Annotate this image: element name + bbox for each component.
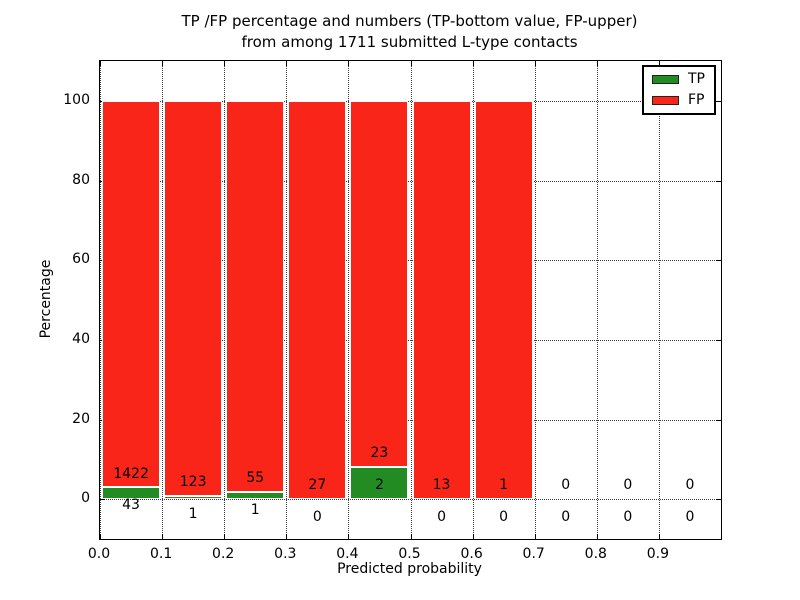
x-tick-bottom xyxy=(534,534,536,539)
tp-count-label: 0 xyxy=(561,509,571,526)
x-tick-top xyxy=(224,61,226,66)
tp-count-label: 0 xyxy=(685,509,695,526)
fp-count-label: 13 xyxy=(432,477,451,494)
x-tick-top xyxy=(534,61,536,66)
tp-bar xyxy=(164,495,223,500)
x-tick-top xyxy=(596,61,598,66)
fp-count-label: 0 xyxy=(561,477,571,494)
fp-count-label: 1422 xyxy=(113,465,149,482)
x-tick-label: 0.5 xyxy=(398,546,421,562)
fp-count-label: 23 xyxy=(370,445,389,462)
x-tick-bottom xyxy=(348,534,350,539)
x-tick-bottom xyxy=(596,534,598,539)
y-tick-right xyxy=(716,260,721,262)
fp-bar xyxy=(350,100,409,468)
x-tick-top xyxy=(410,61,412,66)
tp-bar xyxy=(102,487,161,500)
chart-title-line2: from among 1711 submitted L-type contact… xyxy=(241,33,578,51)
legend-row-fp: FP xyxy=(652,93,705,107)
x-tick-top xyxy=(100,61,101,66)
fp-count-label: 123 xyxy=(179,474,207,490)
tp-bar xyxy=(350,467,409,500)
legend-label-fp: FP xyxy=(688,92,705,108)
v-gridline xyxy=(472,61,474,539)
x-tick-bottom xyxy=(286,534,288,539)
y-tick-right xyxy=(716,419,721,421)
y-tick-right xyxy=(716,180,721,182)
tp-count-label: 0 xyxy=(437,509,447,526)
x-tick-label: 0.6 xyxy=(460,546,483,562)
x-tick-top xyxy=(162,61,164,66)
legend: TP FP xyxy=(642,65,716,115)
fp-bar xyxy=(226,100,285,493)
y-tick-label: 100 xyxy=(63,91,90,108)
tp-count-label: 1 xyxy=(250,501,260,518)
fp-swatch xyxy=(652,95,679,105)
x-tick-top xyxy=(658,61,660,66)
tp-count-label: 0 xyxy=(312,509,322,526)
v-gridline xyxy=(534,61,536,539)
fp-bar xyxy=(102,100,161,488)
tp-count-label: 2 xyxy=(374,477,384,494)
x-tick-label: 0.8 xyxy=(584,546,607,562)
fp-count-label: 0 xyxy=(623,477,633,494)
y-tick-label: 80 xyxy=(72,171,90,188)
tp-swatch xyxy=(652,74,679,84)
x-tick-top xyxy=(286,61,288,66)
x-tick-label: 0.0 xyxy=(87,546,111,562)
x-tick-label: 0.7 xyxy=(522,546,545,562)
tp-count-label: 1 xyxy=(188,505,198,522)
v-gridline xyxy=(348,61,350,539)
y-tick-right xyxy=(716,499,721,501)
chart-title: TP /FP percentage and numbers (TP-bottom… xyxy=(99,11,720,53)
x-tick-bottom xyxy=(472,534,474,539)
v-gridline xyxy=(162,61,164,539)
v-gridline xyxy=(286,61,288,539)
fp-count-label: 1 xyxy=(499,477,509,494)
y-axis-label: Percentage xyxy=(38,259,54,339)
plot-area: TP FP 1422 43 123 1 55 1 27 0 23 2 13 0 1 0 0 0 0 0 0 0 xyxy=(99,60,722,540)
x-axis-label: Predicted probability xyxy=(337,561,482,577)
v-gridline xyxy=(596,61,598,539)
tp-count-label: 0 xyxy=(499,509,509,526)
y-tick-right xyxy=(716,100,721,102)
fp-bar xyxy=(412,100,471,500)
y-tick-left xyxy=(100,499,105,501)
fp-bar xyxy=(288,100,347,500)
v-gridline xyxy=(100,61,101,539)
fp-count-label: 55 xyxy=(246,470,265,487)
tp-count-label: 0 xyxy=(623,509,633,526)
fp-count-label: 0 xyxy=(685,477,695,494)
x-tick-bottom xyxy=(658,534,660,539)
y-tick-right xyxy=(716,339,721,341)
x-tick-label: 0.3 xyxy=(274,546,297,562)
x-tick-top xyxy=(472,61,474,66)
legend-label-tp: TP xyxy=(688,71,705,87)
x-tick-bottom xyxy=(100,534,101,539)
v-gridline xyxy=(658,61,660,539)
fp-bar xyxy=(474,100,533,500)
x-tick-bottom xyxy=(162,534,164,539)
x-tick-top xyxy=(348,61,350,66)
legend-row-tp: TP xyxy=(652,72,705,86)
v-gridline xyxy=(410,61,412,539)
v-gridline xyxy=(224,61,226,539)
tp-bar xyxy=(226,492,285,500)
x-tick-label: 0.4 xyxy=(336,546,359,562)
y-tick-label: 60 xyxy=(72,251,90,268)
x-tick-label: 0.9 xyxy=(646,546,670,562)
x-tick-label: 0.1 xyxy=(149,546,173,562)
x-tick-label: 0.2 xyxy=(212,546,235,562)
y-tick-label: 20 xyxy=(72,410,90,427)
tp-count-label: 43 xyxy=(122,497,140,514)
x-tick-bottom xyxy=(410,534,412,539)
y-tick-label: 40 xyxy=(72,330,90,347)
y-tick-label: 0 xyxy=(81,490,90,507)
fp-count-label: 27 xyxy=(308,477,327,494)
x-tick-bottom xyxy=(224,534,226,539)
fp-bar xyxy=(164,100,223,496)
chart-title-line1: TP /FP percentage and numbers (TP-bottom… xyxy=(181,12,638,30)
